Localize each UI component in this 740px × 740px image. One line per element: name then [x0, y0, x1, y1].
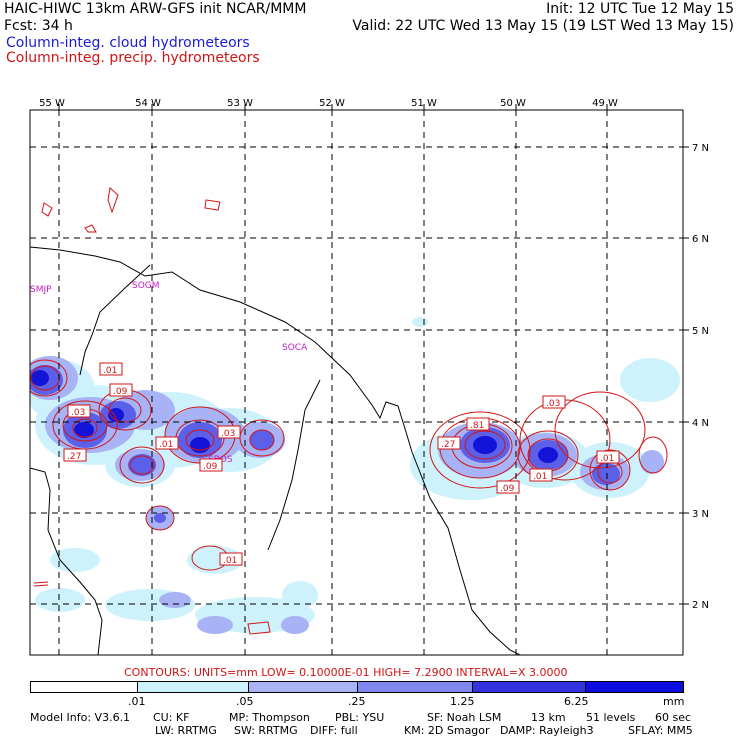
contour-label: .01 — [533, 472, 547, 482]
colorbar-units: mm — [663, 695, 685, 708]
colorbar-tick: 6.25 — [564, 695, 589, 708]
model-info-pbl: PBL: YSU — [335, 711, 385, 724]
lon-label-52w: 52 W — [319, 98, 345, 109]
colorbar-bin — [249, 682, 358, 692]
contour-label: .01 — [159, 440, 173, 450]
colorbar-tick: .01 — [128, 695, 146, 708]
valid-time: Valid: 22 UTC Wed 13 May 15 (19 LST Wed … — [352, 18, 734, 34]
contour-label: .27 — [441, 440, 455, 450]
colorbar-tick: 1.25 — [450, 695, 475, 708]
model-info-sflay: SFLAY: MM5 — [628, 724, 693, 737]
model-info-levels: 51 levels — [586, 711, 636, 724]
model-info-timestep: 60 sec — [655, 711, 692, 724]
colorbar-tick: .25 — [348, 695, 366, 708]
map-plot-area — [30, 110, 683, 655]
contour-label: .09 — [113, 387, 128, 397]
plot-title: HAIC-HIWC 13km ARW-GFS init NCAR/MMM — [4, 1, 307, 17]
plot-frame — [29, 109, 684, 656]
model-info-diff: DIFF: full — [310, 724, 358, 737]
contour-label: .03 — [546, 399, 560, 409]
coastline-borders — [30, 246, 521, 655]
lat-label-4n: 4 N — [692, 418, 709, 429]
contour-label: .03 — [71, 408, 85, 418]
model-info-damp: DAMP: Rayleigh3 — [500, 724, 594, 737]
lon-label-51w: 51 W — [411, 98, 437, 109]
lat-lon-grid — [30, 110, 683, 655]
lon-label-50w: 50 W — [500, 98, 526, 109]
contour-label: .09 — [203, 462, 218, 472]
model-info-km: KM: 2D Smagor — [404, 724, 490, 737]
colorbar-bin — [138, 682, 249, 692]
cloud-hydrometeor-shading — [30, 317, 680, 634]
colorbar-bin — [31, 682, 138, 692]
contour-label: .81 — [470, 421, 484, 431]
lat-label-5n: 5 N — [692, 326, 709, 337]
colorbar-bin — [473, 682, 586, 692]
model-info-sf: SF: Noah LSM — [427, 711, 502, 724]
station-smjp: SMJP — [30, 285, 52, 295]
contour-labels: .01 .09 .03 .03 .01 .27 .09 .01 .81 .27 … — [63, 362, 620, 566]
legend-cloud-hydrometeors: Column-integ. cloud hydrometeors — [6, 35, 250, 51]
model-info-lw: LW: RRTMG — [155, 724, 217, 737]
lon-label-54w: 54 W — [135, 98, 161, 109]
init-time: Init: 12 UTC Tue 12 May 15 — [546, 1, 734, 17]
lat-label-6n: 6 N — [692, 234, 709, 245]
model-info-resolution: 13 km — [531, 711, 566, 724]
lon-label-49w: 49 W — [592, 98, 618, 109]
station-sogm: SOGM — [132, 281, 160, 291]
contour-label: .01 — [103, 366, 117, 376]
model-info-cu: CU: KF — [153, 711, 190, 724]
contour-label: .01 — [600, 454, 614, 464]
lat-label-3n: 3 N — [692, 509, 709, 520]
contour-label: .03 — [221, 429, 235, 439]
model-info-sw: SW: RRTMG — [234, 724, 298, 737]
contour-label: .27 — [67, 452, 81, 462]
model-info-version: Model Info: V3.6.1 — [30, 711, 131, 724]
contour-label: .09 — [500, 484, 515, 494]
lon-label-53w: 53 W — [227, 98, 253, 109]
forecast-hour: Fcst: 34 h — [4, 18, 73, 34]
contours-info: CONTOURS: UNITS=mm LOW= 0.10000E-01 HIGH… — [124, 666, 568, 679]
lat-label-2n: 2 N — [692, 600, 709, 611]
colorbar — [30, 681, 684, 693]
station-soca: SOCA — [282, 343, 308, 353]
lat-label-7n: 7 N — [692, 143, 709, 154]
colorbar-bin — [358, 682, 473, 692]
legend-precip-hydrometeors: Column-integ. precip. hydrometeors — [6, 50, 260, 66]
colorbar-tick: .05 — [236, 695, 254, 708]
axis-ticks — [58, 104, 689, 605]
model-info-mp: MP: Thompson — [229, 711, 310, 724]
lon-label-55w: 55 W — [39, 98, 65, 109]
contour-label: .01 — [223, 556, 237, 566]
colorbar-bin — [586, 682, 683, 692]
